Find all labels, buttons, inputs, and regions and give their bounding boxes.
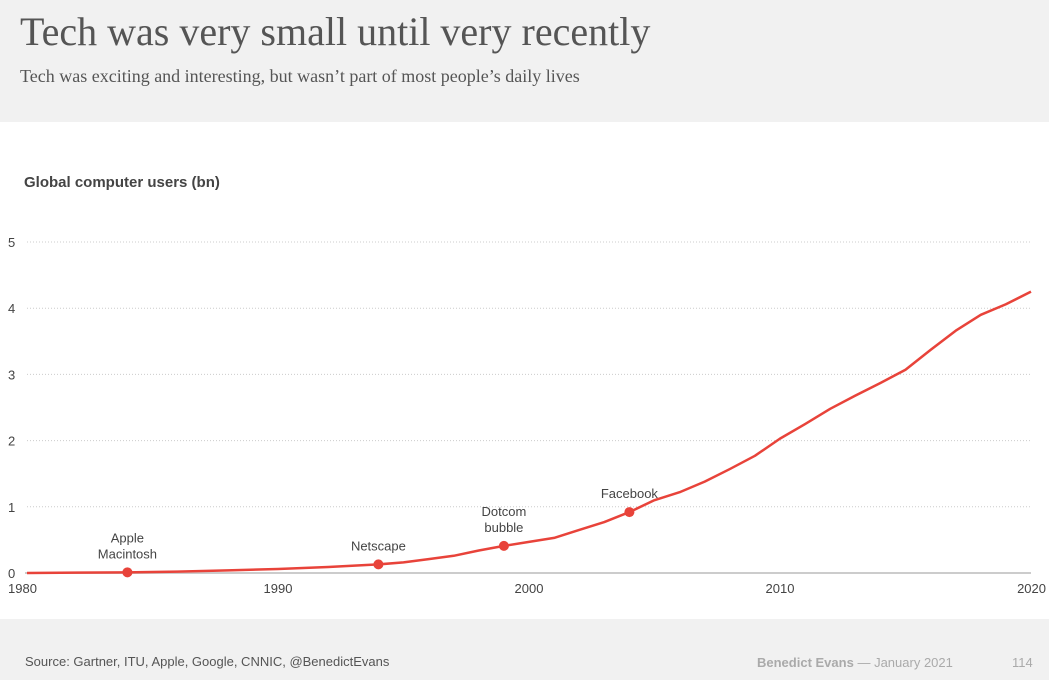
y-tick-label: 1 [8,500,15,515]
annotation-label: Macintosh [98,546,157,561]
x-tick-label: 2010 [766,581,795,596]
x-tick-label: 2020 [1017,581,1046,596]
credit: Benedict Evans — January 2021 [757,655,953,670]
annotation-label: bubble [484,520,523,535]
annotation-label: Dotcom [482,504,527,519]
y-tick-label: 4 [8,301,15,316]
x-tick-label: 1980 [8,581,37,596]
annotation-marker [373,559,384,570]
y-tick-label: 0 [8,566,15,581]
header-band: Tech was very small until very recently … [0,0,1049,122]
y-tick-label: 5 [8,235,15,250]
series-line [26,290,1032,575]
page-number: 114 [1012,655,1033,670]
annotation-marker [498,540,509,551]
page-title: Tech was very small until very recently [20,9,651,54]
dash: — [857,655,871,670]
y-axis-label: Global computer users (bn) [24,174,220,191]
y-tick-label: 2 [8,434,15,449]
source-text: Source: Gartner, ITU, Apple, Google, CNN… [25,654,390,669]
annotation-marker [624,507,635,518]
annotation-label: Apple [111,530,144,545]
annotation-label: Facebook [601,486,659,501]
page-subtitle: Tech was exciting and interesting, but w… [20,66,580,86]
footer: Source: Gartner, ITU, Apple, Google, CNN… [0,619,1049,680]
annotation-label: Netscape [351,538,406,553]
line-chart: 0 1 2 3 4 5 1980 1990 2000 2010 2020 AppleMacintosh… [8,235,1046,596]
x-tick-label: 2000 [515,581,544,596]
author: Benedict Evans [757,655,854,670]
date: January 2021 [874,655,953,670]
y-tick-label: 3 [8,367,15,382]
x-tick-label: 1990 [264,581,293,596]
annotation-marker [122,567,133,578]
